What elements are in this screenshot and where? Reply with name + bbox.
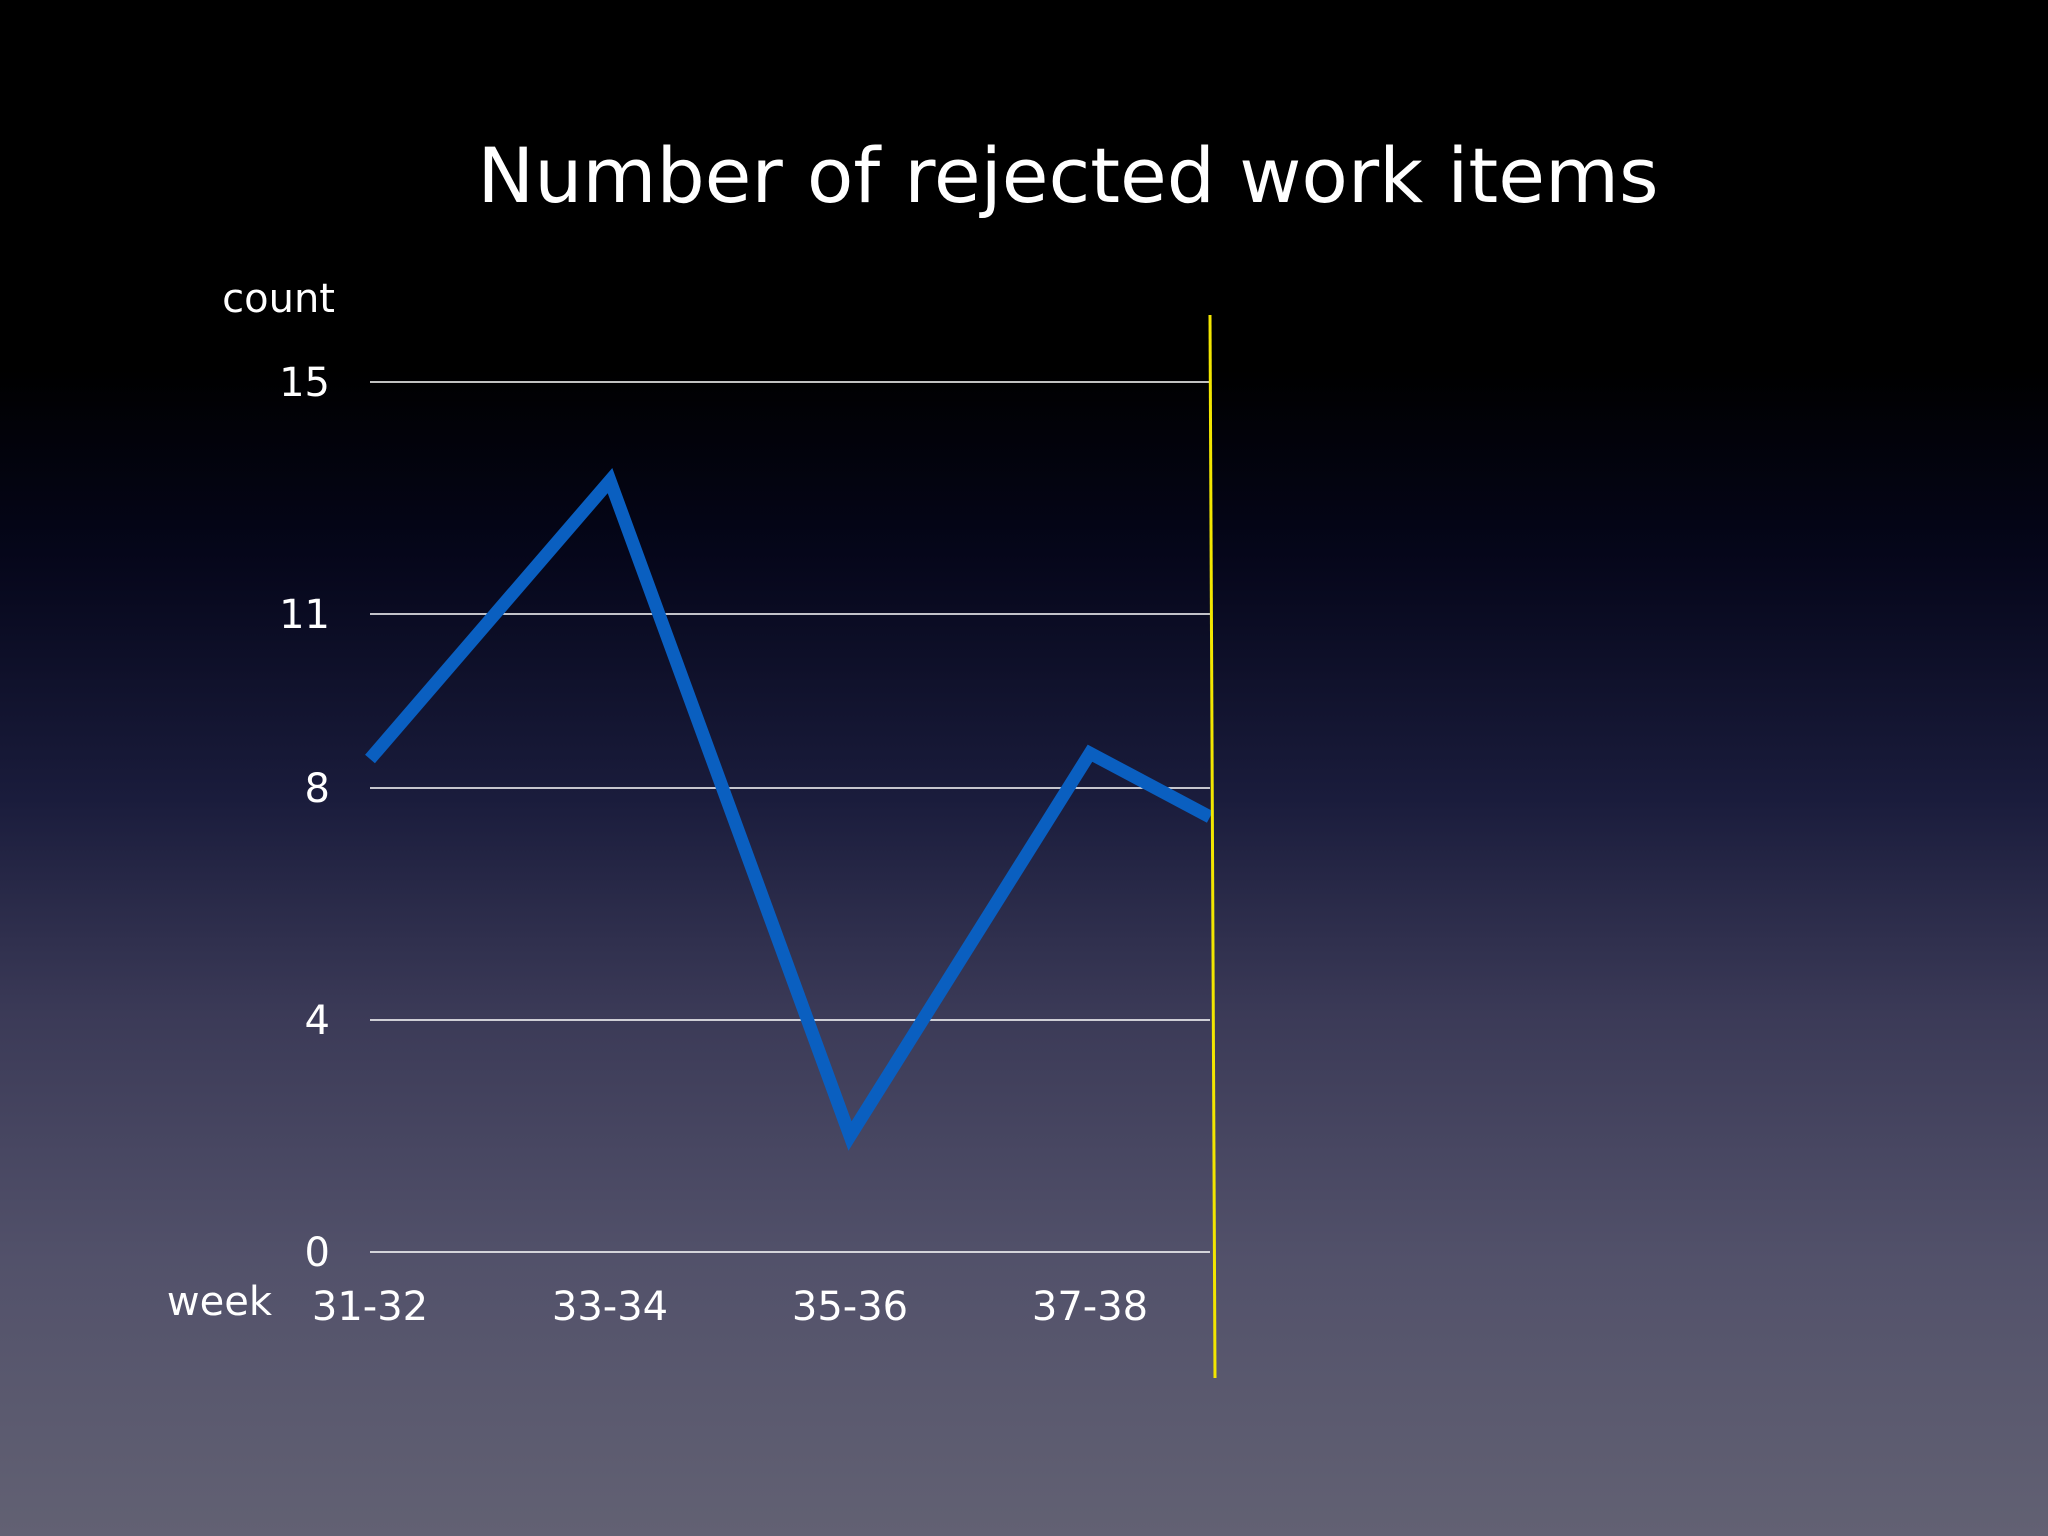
y-tick-label: 15	[279, 360, 330, 406]
y-tick-label: 11	[279, 592, 330, 638]
y-tick-label: 0	[305, 1230, 330, 1276]
x-tick-label: 37-38	[1032, 1284, 1148, 1330]
current-week-marker-line	[1208, 314, 1217, 1379]
series-lines	[365, 467, 1214, 1151]
x-tick-label: 33-34	[552, 1284, 668, 1330]
x-tick-label: 31-32	[312, 1284, 428, 1330]
grid-lines	[370, 381, 1210, 1253]
y-tick-label: 8	[305, 766, 330, 812]
x-tick-labels: 31-32 33-34 35-36 37-38	[312, 1284, 1148, 1330]
y-axis-label: count	[222, 276, 335, 322]
y-tick-label: 4	[305, 998, 330, 1044]
chart-title: Number of rejected work items	[477, 131, 1658, 220]
y-tick-labels: 0 4 8 11 15	[279, 360, 330, 1276]
x-tick-label: 35-36	[792, 1284, 908, 1330]
series-line-0	[365, 467, 1214, 1151]
x-axis-label: week	[167, 1279, 273, 1325]
